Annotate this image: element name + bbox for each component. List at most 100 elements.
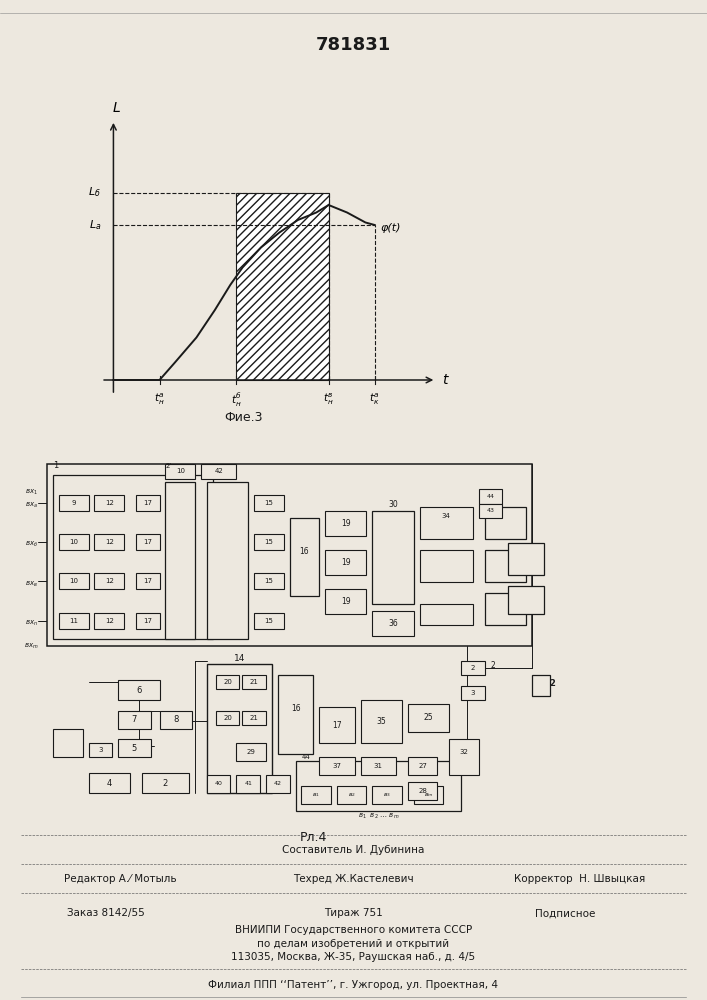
Text: 2: 2 — [550, 679, 556, 688]
Text: 13: 13 — [223, 472, 233, 481]
Text: 11: 11 — [69, 618, 78, 624]
Text: 5: 5 — [132, 744, 137, 753]
Text: $вх_{а}$: $вх_{а}$ — [25, 501, 38, 510]
Bar — [59, 495, 88, 511]
Text: L: L — [112, 101, 120, 115]
Bar — [243, 675, 266, 689]
Text: 2: 2 — [471, 665, 475, 671]
Text: 43: 43 — [486, 508, 495, 513]
Text: по делам изобретений и открытий: по делам изобретений и открытий — [257, 939, 450, 949]
Bar — [95, 612, 124, 629]
Text: 6: 6 — [136, 686, 141, 695]
Bar — [266, 775, 290, 793]
Text: 32: 32 — [460, 749, 469, 755]
Text: 3: 3 — [98, 747, 103, 753]
Text: $t^в_н$: $t^в_н$ — [323, 391, 334, 407]
Text: 1: 1 — [53, 461, 59, 470]
Bar — [508, 543, 544, 575]
Text: 20: 20 — [223, 679, 232, 685]
Text: $вх_{n}$: $вх_{n}$ — [25, 619, 38, 628]
Bar — [319, 707, 355, 743]
Bar — [53, 475, 213, 639]
Text: 20: 20 — [175, 472, 185, 481]
Text: 10: 10 — [69, 539, 78, 545]
Bar — [373, 611, 414, 636]
Bar — [88, 773, 130, 793]
Bar — [290, 518, 319, 596]
Text: ВНИИПИ Государственного комитета СССР: ВНИИПИ Государственного комитета СССР — [235, 925, 472, 935]
Text: 10: 10 — [69, 578, 78, 584]
Text: $вх_{б}$: $вх_{б}$ — [25, 540, 38, 549]
Text: 7: 7 — [132, 715, 137, 724]
Text: 15: 15 — [264, 618, 274, 624]
Bar — [508, 586, 544, 614]
Text: 21: 21 — [250, 679, 259, 685]
Bar — [95, 495, 124, 511]
Bar — [201, 464, 236, 479]
Bar — [136, 573, 160, 589]
Bar — [236, 775, 260, 793]
Bar — [59, 612, 88, 629]
Text: 28: 28 — [419, 788, 427, 794]
Text: 12: 12 — [105, 500, 114, 506]
Bar — [216, 711, 240, 725]
Bar — [254, 573, 284, 589]
Text: 29: 29 — [247, 749, 256, 755]
Text: 15: 15 — [264, 500, 274, 506]
Bar — [207, 664, 272, 793]
Bar — [207, 482, 248, 639]
Bar — [236, 743, 266, 761]
Text: 17: 17 — [144, 500, 152, 506]
Text: 19: 19 — [341, 558, 351, 567]
Bar — [325, 550, 366, 575]
Text: 11
11
12: 11 11 12 — [62, 735, 69, 751]
Text: 41: 41 — [245, 781, 252, 786]
Bar — [296, 761, 461, 811]
Bar — [479, 489, 503, 504]
Text: 30: 30 — [388, 500, 398, 509]
Text: 16: 16 — [291, 704, 300, 713]
Bar — [485, 593, 526, 625]
Text: Филиал ППП ‘‘Патент’’, г. Ужгород, ул. Проектная, 4: Филиал ППП ‘‘Патент’’, г. Ужгород, ул. П… — [209, 980, 498, 990]
Text: 15: 15 — [264, 539, 274, 545]
Bar — [243, 711, 266, 725]
Text: 8: 8 — [173, 715, 178, 724]
Bar — [88, 743, 112, 757]
Bar — [414, 786, 443, 804]
Text: $L_б$: $L_б$ — [88, 186, 101, 199]
Bar — [449, 739, 479, 775]
Text: $вх_m$: $вх_m$ — [23, 642, 38, 651]
Text: 2: 2 — [163, 779, 168, 788]
Bar — [408, 757, 438, 775]
Bar — [136, 612, 160, 629]
Text: 16: 16 — [300, 547, 309, 556]
Text: 17: 17 — [332, 720, 341, 730]
Bar — [216, 675, 240, 689]
Text: 35: 35 — [376, 717, 386, 726]
Text: 12: 12 — [105, 618, 114, 624]
Text: 19: 19 — [341, 597, 351, 606]
Text: Заказ 8142/55: Заказ 8142/55 — [67, 908, 145, 918]
Bar — [254, 534, 284, 550]
Text: 44: 44 — [486, 494, 495, 499]
Text: 19: 19 — [341, 519, 351, 528]
Bar — [361, 700, 402, 743]
Text: $вх_{в}$: $вх_{в}$ — [25, 579, 38, 589]
Text: 20: 20 — [223, 715, 232, 721]
Bar — [301, 786, 331, 804]
Text: $в_1\ \ в_2\ \ldots\ в_m$: $в_1\ \ в_2\ \ldots\ в_m$ — [358, 812, 399, 821]
Bar — [95, 534, 124, 550]
Text: 17: 17 — [144, 578, 152, 584]
Bar — [532, 675, 550, 696]
Text: 44: 44 — [301, 754, 310, 760]
Text: 3: 3 — [471, 690, 475, 696]
Bar — [59, 573, 88, 589]
Text: Редактор А.⁄ Мотыль: Редактор А.⁄ Мотыль — [64, 874, 177, 884]
Text: 2': 2' — [165, 463, 172, 469]
Bar — [373, 786, 402, 804]
Text: Корректор  Н. Швыцкая: Корректор Н. Швыцкая — [514, 874, 645, 884]
Text: $в_1$: $в_1$ — [312, 791, 320, 799]
Text: $t^a_н$: $t^a_н$ — [154, 391, 165, 407]
Text: $t^б_н$: $t^б_н$ — [231, 391, 242, 409]
Text: 21: 21 — [250, 715, 259, 721]
